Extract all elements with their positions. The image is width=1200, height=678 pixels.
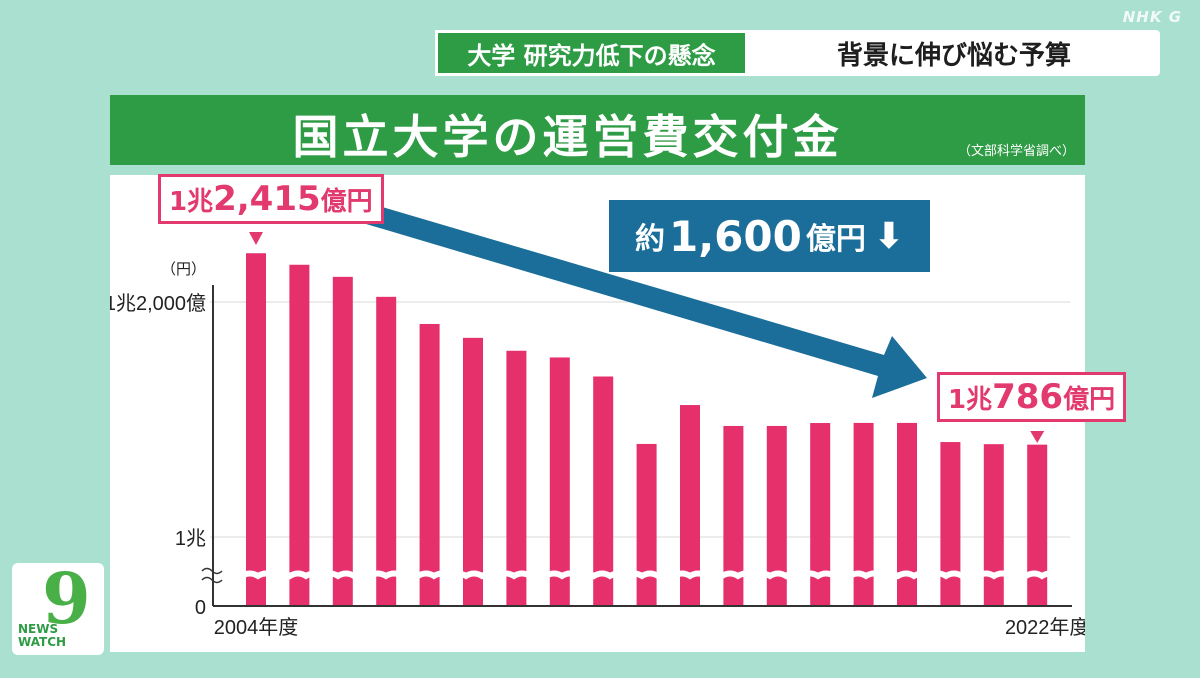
topic-banner: 大学 研究力低下の懸念 xyxy=(435,30,748,76)
chart-source: （文部科学省調べ） xyxy=(957,144,1075,159)
bar-2010 xyxy=(506,350,527,606)
subtopic-banner: 背景に伸び悩む予算 xyxy=(748,30,1160,76)
bar-2012 xyxy=(593,376,614,606)
bar-2022 xyxy=(1027,444,1048,606)
broadcaster-watermark: NHK G xyxy=(1122,8,1182,26)
start-value-callout: 1兆2,415億円 xyxy=(158,174,384,224)
down-arrow-icon: ⬇ xyxy=(873,215,905,257)
bar-2017 xyxy=(810,423,831,606)
logo-mark: 9 xyxy=(42,557,91,640)
bar-2021 xyxy=(983,444,1004,606)
end-prefix: 1兆 xyxy=(948,385,993,415)
chart-title: 国立大学の運営費交付金 xyxy=(292,110,843,164)
end-value-callout: 1兆786億円 xyxy=(937,372,1127,422)
logo-wordmark: NEWS WATCH xyxy=(18,623,66,649)
x-tick-label-first: 2004年度 xyxy=(214,616,299,639)
bar-2019 xyxy=(897,422,917,606)
end-number: 786 xyxy=(992,377,1064,417)
x-tick-label-last: 2022年度 xyxy=(1005,616,1085,639)
start-unit: 億円 xyxy=(320,187,373,217)
end-unit: 億円 xyxy=(1063,385,1116,415)
bar-2020 xyxy=(940,442,961,606)
y-unit-label: （円） xyxy=(161,261,206,278)
decline-number: 1,600 xyxy=(668,211,802,261)
bar-2008 xyxy=(419,323,440,606)
axis-break-band xyxy=(208,570,1076,580)
bar-2013 xyxy=(636,443,657,606)
decline-prefix: 約 xyxy=(634,222,665,257)
logo-line-1: NEWS xyxy=(18,622,59,636)
y-tick-label: 1兆2,000億 xyxy=(110,292,206,315)
bar-2014 xyxy=(680,405,700,606)
chart-title-bar: 国立大学の運営費交付金 （文部科学省調べ） xyxy=(110,95,1085,165)
bar-2018 xyxy=(853,422,874,606)
start-callout-pointer xyxy=(249,232,263,245)
start-prefix: 1兆 xyxy=(169,187,214,217)
decline-amount-box: 約 1,600 億円 ⬇ xyxy=(609,200,930,272)
bar-2004 xyxy=(246,253,266,607)
decline-unit: 億円 xyxy=(805,222,866,257)
bar-2009 xyxy=(463,337,483,606)
bar-2007 xyxy=(376,296,397,606)
start-number: 2,415 xyxy=(213,179,321,219)
news-watch-9-logo: 9 NEWS WATCH xyxy=(12,557,104,655)
y-tick-label: 1兆 xyxy=(175,527,206,550)
logo-line-2: WATCH xyxy=(18,635,67,649)
bar-2006 xyxy=(332,276,353,606)
end-callout-pointer xyxy=(1030,431,1045,443)
y-tick-label: 0 xyxy=(195,597,206,619)
bar-2016 xyxy=(766,425,787,606)
bar-2005 xyxy=(289,264,310,606)
bar-2015 xyxy=(723,425,744,606)
bar-2011 xyxy=(549,357,570,606)
